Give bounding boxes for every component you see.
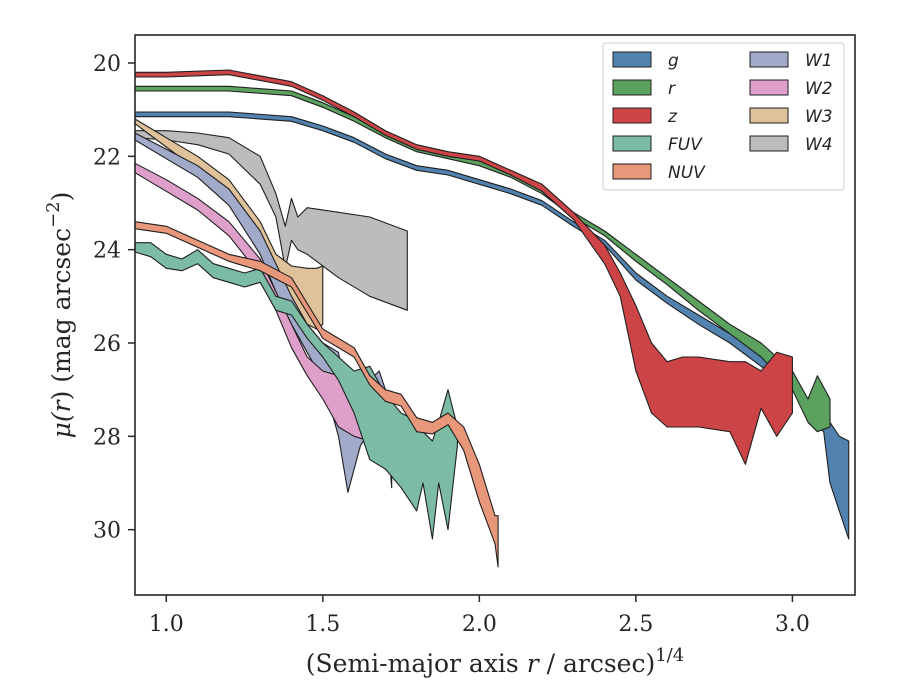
y-tick-label: 20 (93, 52, 121, 77)
x-tick-label: 3.0 (775, 612, 810, 637)
legend-label-w3: W3 (805, 107, 833, 127)
y-axis-label: μ(r) (mag arcsec−2) (43, 192, 76, 439)
y-tick-label: 22 (93, 145, 121, 170)
ticks-layer: 1.0 1.5 2.0 2.5 3.0 20 22 24 26 28 30 (93, 52, 810, 637)
plot-frame (134, 34, 856, 596)
legend-swatch-w3 (749, 107, 789, 124)
x-tick-label: 1.5 (305, 612, 340, 637)
x-tick-label: 2.0 (462, 612, 497, 637)
y-tick-label: 24 (93, 239, 121, 264)
y-tick-label: 26 (93, 332, 121, 357)
legend-swatch-w1 (749, 51, 789, 68)
x-tick-label: 2.5 (618, 612, 653, 637)
legend-label-z: z (667, 107, 678, 127)
y-tick-label: 30 (93, 519, 121, 544)
legend-swatch-z (612, 107, 652, 124)
series-band-w4 (134, 130, 408, 311)
legend-label-fuv: FUV (668, 135, 703, 155)
y-tick-label: 28 (93, 425, 121, 450)
legend-label-r: r (668, 79, 676, 99)
legend-swatch-g (612, 51, 652, 68)
legend-swatch-fuv (612, 135, 652, 152)
legend-swatch-w4 (749, 135, 789, 152)
legend-entries: grz FUV NUV W1 W2 W3 W4 (612, 51, 833, 183)
series-band-g (134, 111, 850, 540)
legend-swatch-r (612, 79, 652, 96)
legend-label-g: g (668, 51, 679, 71)
series-band-z (134, 69, 793, 465)
series-band-nuv (134, 221, 499, 568)
x-tick-label: 1.0 (149, 612, 184, 637)
legend-swatch-w2 (749, 79, 789, 96)
legend-label-w2: W2 (805, 79, 833, 99)
legend-label-w4: W4 (805, 135, 833, 155)
legend-label-nuv: NUV (668, 163, 706, 183)
legend-label-w1: W1 (805, 51, 833, 71)
legend-swatch-nuv (612, 163, 652, 180)
legend: grz FUV NUV W1 W2 W3 W4 (602, 42, 845, 191)
series-band-fuv (134, 242, 458, 540)
series-layer (134, 69, 850, 568)
x-axis-label: (Semi-major axis r / arcsec)1/4 (306, 645, 684, 678)
